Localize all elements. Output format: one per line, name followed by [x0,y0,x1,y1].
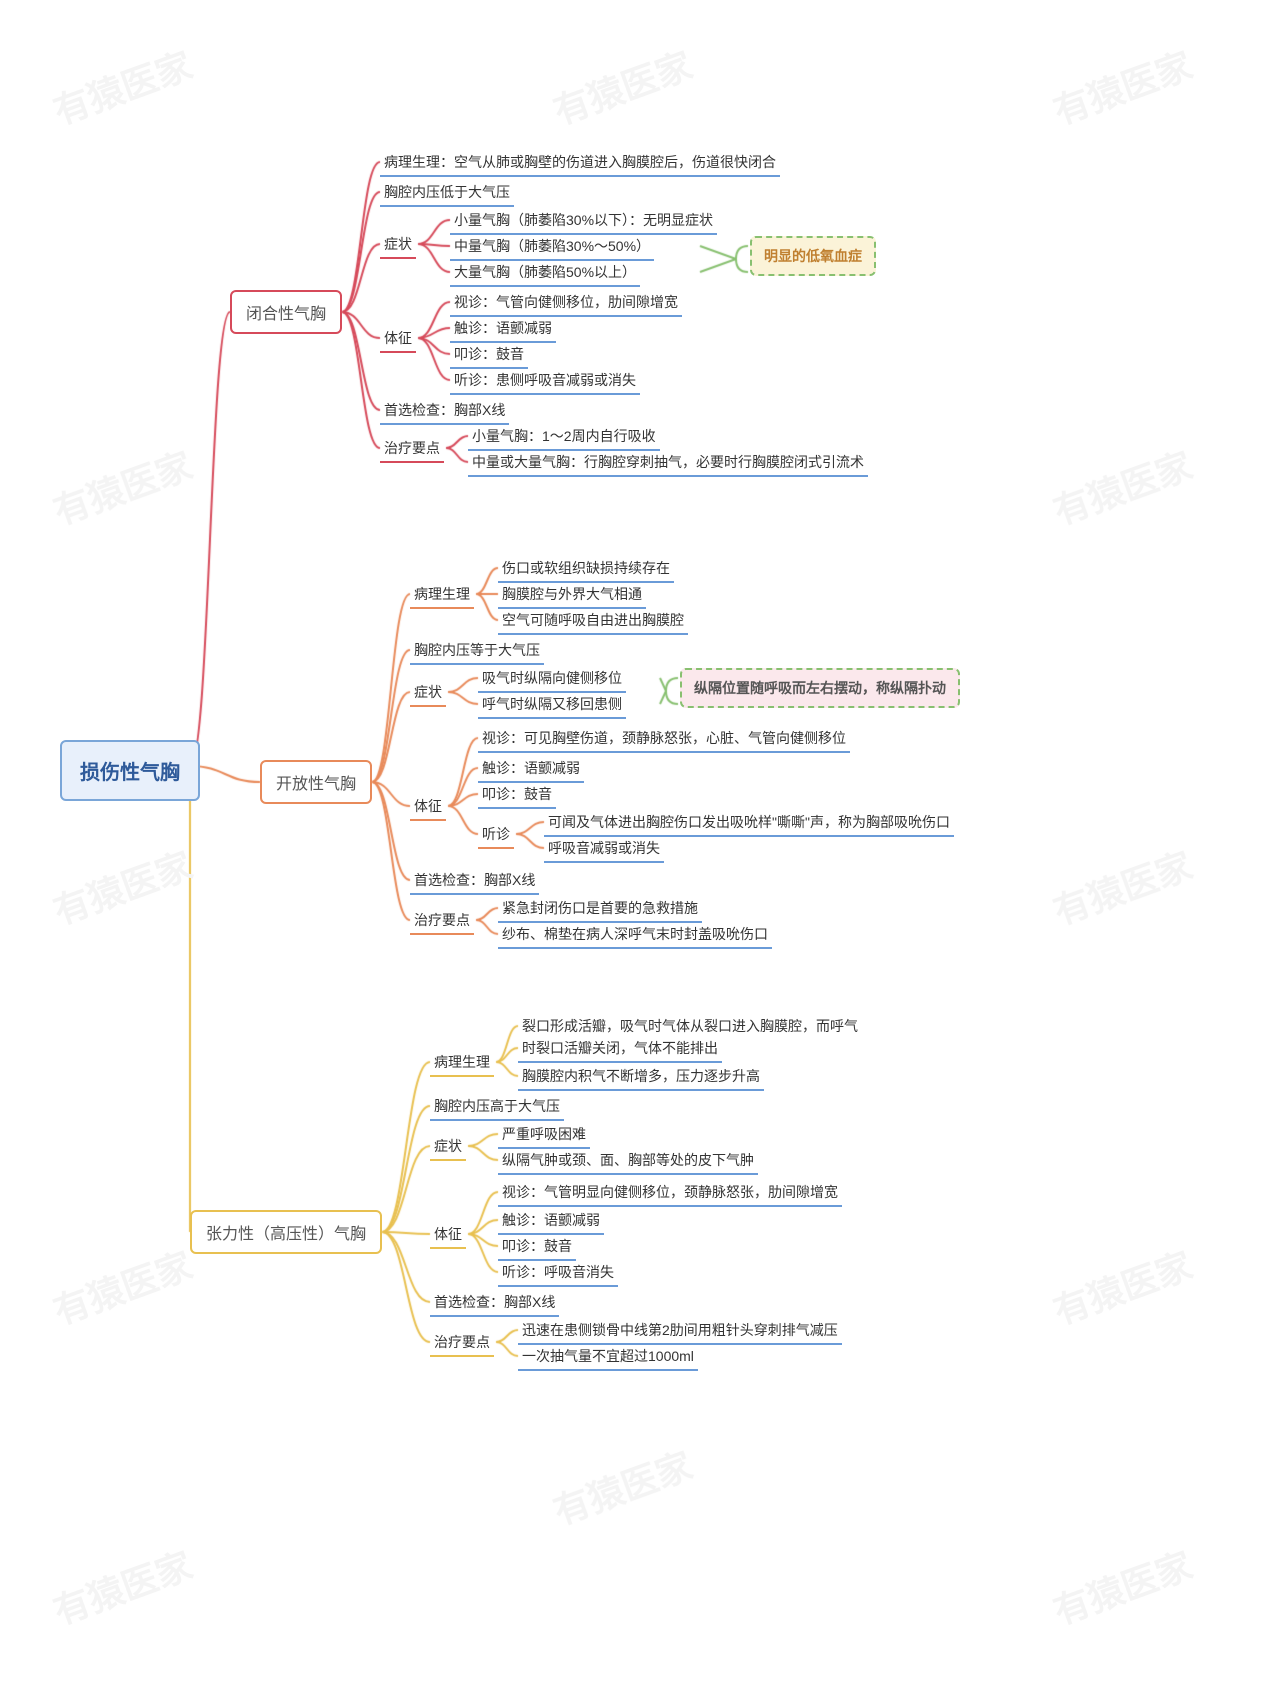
leaf-node: 伤口或软组织缺损持续存在 [498,556,674,583]
callout-box: 明显的低氧血症 [750,236,876,276]
sub-node: 治疗要点 [410,908,474,935]
leaf-node: 视诊：可见胸壁伤道，颈静脉怒张，心脏、气管向健侧移位 [478,726,850,753]
leaf-node: 纱布、棉垫在病人深呼气末时封盖吸吮伤口 [498,922,772,949]
sub-node: 治疗要点 [430,1330,494,1357]
leaf-node: 纵隔气肿或颈、面、胸部等处的皮下气肿 [498,1148,758,1175]
leaf-node: 时裂口活瓣关闭，气体不能排出 [518,1036,722,1063]
leaf-node: 首选检查：胸部X线 [410,868,539,895]
leaf-node: 呼气时纵隔又移回患侧 [478,692,626,719]
leaf-node: 叩诊：鼓音 [478,782,556,809]
leaf-node: 胸腔内压等于大气压 [410,638,544,665]
leaf-node: 听诊：患侧呼吸音减弱或消失 [450,368,640,395]
leaf-node: 可闻及气体进出胸腔伤口发出吸吮样"嘶嘶"声，称为胸部吸吮伤口 [544,810,954,837]
sub-node: 症状 [380,232,416,259]
sub-node: 体征 [430,1222,466,1249]
leaf-node: 胸腔内压低于大气压 [380,180,514,207]
leaf-node: 吸气时纵隔向健侧移位 [478,666,626,693]
sub-node: 病理生理 [430,1050,494,1077]
leaf-node: 迅速在患侧锁骨中线第2肋间用粗针头穿刺排气减压 [518,1318,842,1345]
leaf-node: 空气可随呼吸自由进出胸膜腔 [498,608,688,635]
sub-node: 听诊 [478,822,514,849]
sub-node: 体征 [380,326,416,353]
sub-node: 体征 [410,794,446,821]
leaf-node: 病理生理：空气从肺或胸壁的伤道进入胸膜腔后，伤道很快闭合 [380,150,780,177]
leaf-node: 叩诊：鼓音 [498,1234,576,1261]
branch-node: 张力性（高压性）气胸 [190,1210,382,1254]
branch-node: 开放性气胸 [260,760,372,804]
root-node: 损伤性气胸 [60,740,200,801]
leaf-node: 听诊：呼吸音消失 [498,1260,618,1287]
leaf-node: 小量气胸：1～2周内自行吸收 [468,424,660,451]
leaf-node: 视诊：气管向健侧移位，肋间隙增宽 [450,290,682,317]
leaf-node: 叩诊：鼓音 [450,342,528,369]
leaf-node: 视诊：气管明显向健侧移位，颈静脉怒张，肋间隙增宽 [498,1180,842,1207]
sub-node: 治疗要点 [380,436,444,463]
leaf-node: 紧急封闭伤口是首要的急救措施 [498,896,702,923]
leaf-node: 触诊：语颤减弱 [478,756,584,783]
leaf-node: 大量气胸（肺萎陷50%以上） [450,260,640,287]
leaf-node: 严重呼吸困难 [498,1122,590,1149]
leaf-node: 触诊：语颤减弱 [450,316,556,343]
leaf-node: 小量气胸（肺萎陷30%以下）：无明显症状 [450,208,717,235]
sub-node: 症状 [430,1134,466,1161]
sub-node: 病理生理 [410,582,474,609]
leaf-node: 中量气胸（肺萎陷30%～50%） [450,234,654,261]
branch-node: 闭合性气胸 [230,290,342,334]
leaf-node: 首选检查：胸部X线 [380,398,509,425]
sub-node: 症状 [410,680,446,707]
leaf-node: 胸膜腔与外界大气相通 [498,582,646,609]
leaf-node: 首选检查：胸部X线 [430,1290,559,1317]
leaf-node: 触诊：语颤减弱 [498,1208,604,1235]
leaf-node: 中量或大量气胸：行胸腔穿刺抽气，必要时行胸膜腔闭式引流术 [468,450,868,477]
leaf-node: 胸膜腔内积气不断增多，压力逐步升高 [518,1064,764,1091]
leaf-node: 呼吸音减弱或消失 [544,836,664,863]
callout-box: 纵隔位置随呼吸而左右摆动，称纵隔扑动 [680,668,960,708]
leaf-node: 胸腔内压高于大气压 [430,1094,564,1121]
leaf-node: 一次抽气量不宜超过1000ml [518,1344,698,1371]
